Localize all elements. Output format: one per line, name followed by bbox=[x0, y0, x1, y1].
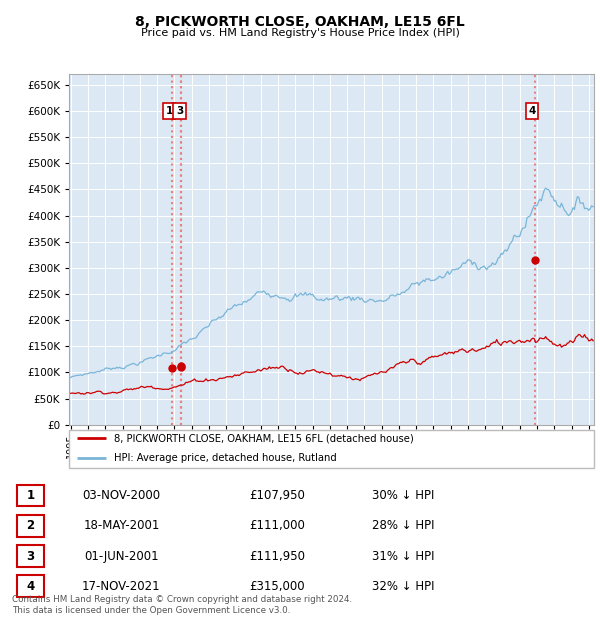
Text: £107,950: £107,950 bbox=[249, 489, 305, 502]
Text: 03-NOV-2000: 03-NOV-2000 bbox=[82, 489, 161, 502]
Text: 17-NOV-2021: 17-NOV-2021 bbox=[82, 580, 161, 593]
Text: HPI: Average price, detached house, Rutland: HPI: Average price, detached house, Rutl… bbox=[113, 453, 337, 464]
Text: This data is licensed under the Open Government Licence v3.0.: This data is licensed under the Open Gov… bbox=[12, 606, 290, 616]
FancyBboxPatch shape bbox=[17, 485, 44, 507]
FancyBboxPatch shape bbox=[17, 575, 44, 597]
FancyBboxPatch shape bbox=[17, 515, 44, 537]
Text: 1: 1 bbox=[166, 106, 173, 116]
Text: 28% ↓ HPI: 28% ↓ HPI bbox=[373, 520, 435, 533]
Text: 2: 2 bbox=[26, 520, 34, 533]
Text: 3: 3 bbox=[26, 549, 34, 562]
Text: 4: 4 bbox=[26, 580, 35, 593]
FancyBboxPatch shape bbox=[69, 430, 594, 468]
Text: 30% ↓ HPI: 30% ↓ HPI bbox=[373, 489, 435, 502]
Text: 01-JUN-2001: 01-JUN-2001 bbox=[84, 549, 159, 562]
Text: 32% ↓ HPI: 32% ↓ HPI bbox=[373, 580, 435, 593]
Text: £111,000: £111,000 bbox=[249, 520, 305, 533]
Text: £315,000: £315,000 bbox=[249, 580, 305, 593]
Text: 1: 1 bbox=[26, 489, 34, 502]
Text: 8, PICKWORTH CLOSE, OAKHAM, LE15 6FL (detached house): 8, PICKWORTH CLOSE, OAKHAM, LE15 6FL (de… bbox=[113, 433, 413, 443]
Text: 3: 3 bbox=[176, 106, 183, 116]
Text: 8, PICKWORTH CLOSE, OAKHAM, LE15 6FL: 8, PICKWORTH CLOSE, OAKHAM, LE15 6FL bbox=[135, 16, 465, 30]
Text: Contains HM Land Registry data © Crown copyright and database right 2024.: Contains HM Land Registry data © Crown c… bbox=[12, 595, 352, 604]
Text: £111,950: £111,950 bbox=[249, 549, 305, 562]
FancyBboxPatch shape bbox=[17, 545, 44, 567]
Text: Price paid vs. HM Land Registry's House Price Index (HPI): Price paid vs. HM Land Registry's House … bbox=[140, 28, 460, 38]
Text: 4: 4 bbox=[528, 106, 536, 116]
Text: 18-MAY-2001: 18-MAY-2001 bbox=[83, 520, 160, 533]
Text: 31% ↓ HPI: 31% ↓ HPI bbox=[373, 549, 435, 562]
